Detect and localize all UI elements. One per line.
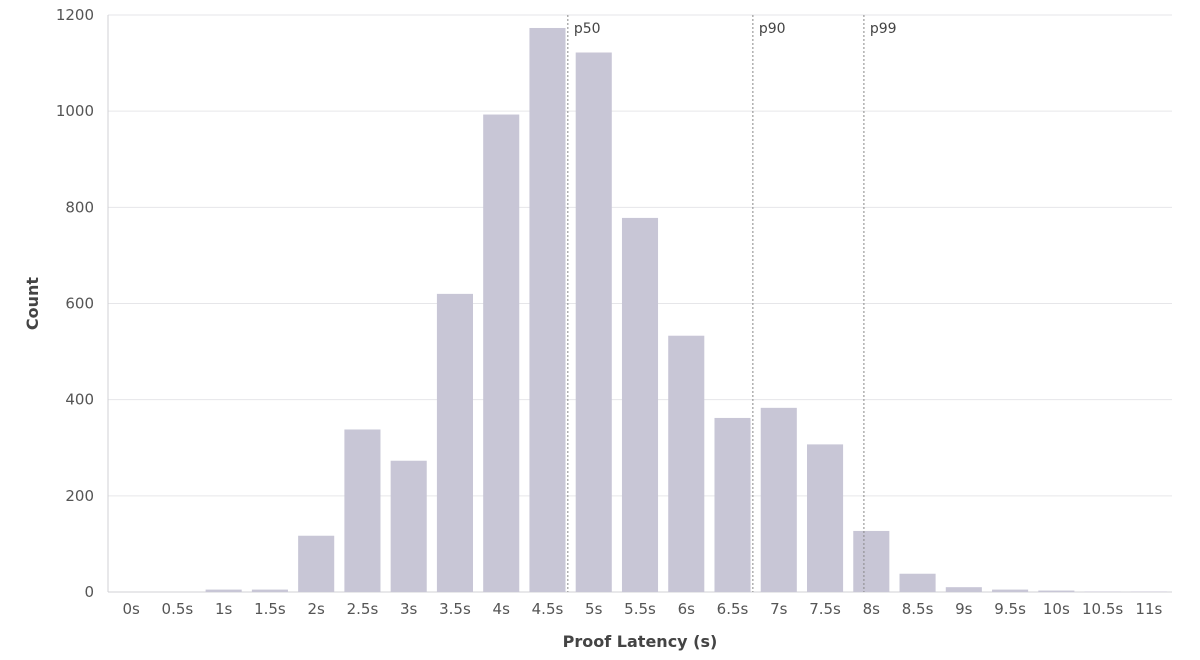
bar bbox=[714, 417, 751, 592]
y-tick-label: 200 bbox=[65, 487, 94, 505]
x-tick-label: 4s bbox=[493, 600, 511, 618]
bar bbox=[760, 407, 797, 592]
bar bbox=[807, 444, 844, 592]
y-tick-label: 800 bbox=[65, 198, 94, 216]
x-tick-label: 5.5s bbox=[624, 600, 656, 618]
bar bbox=[529, 27, 566, 593]
bar bbox=[668, 335, 705, 592]
bar bbox=[251, 589, 288, 592]
bar bbox=[436, 293, 473, 592]
x-tick-label: 7.5s bbox=[809, 600, 841, 618]
percentile-label: p99 bbox=[870, 21, 897, 37]
bar bbox=[945, 587, 982, 592]
percentile-markers: p50 p90 p99 bbox=[567, 15, 897, 592]
x-tick-label: 6.5s bbox=[717, 600, 749, 618]
x-tick-label: 7s bbox=[770, 600, 788, 618]
x-tick-label: 1.5s bbox=[254, 600, 286, 618]
x-tick-label: 9.5s bbox=[994, 600, 1026, 618]
x-tick-label: 11s bbox=[1135, 600, 1162, 618]
bar bbox=[298, 535, 335, 592]
x-tick-label: 4.5s bbox=[532, 600, 564, 618]
x-tick-label: 0.5s bbox=[162, 600, 194, 618]
y-tick-label: 600 bbox=[65, 295, 94, 313]
x-axis-ticks: 0s 0.5s 1s 1.5s 2s 2.5s 3s 3.5s 4s 4.5s 5s 5.5s 6s 6.… bbox=[122, 600, 1162, 618]
x-tick-label: 1s bbox=[215, 600, 233, 618]
x-tick-label: 2s bbox=[307, 600, 325, 618]
bar bbox=[853, 530, 890, 592]
bar bbox=[899, 573, 936, 592]
x-axis-title: Proof Latency (s) bbox=[563, 632, 718, 651]
bar bbox=[621, 217, 659, 592]
x-tick-label: 3.5s bbox=[439, 600, 471, 618]
y-tick-label: 1000 bbox=[56, 102, 94, 120]
y-axis-title: Count bbox=[23, 277, 42, 331]
bars bbox=[205, 27, 1167, 593]
x-tick-label: 0s bbox=[122, 600, 140, 618]
y-tick-label: 0 bbox=[84, 583, 94, 601]
x-tick-label: 2.5s bbox=[347, 600, 379, 618]
x-tick-label: 6s bbox=[678, 600, 696, 618]
x-tick-label: 3s bbox=[400, 600, 418, 618]
bar bbox=[390, 460, 427, 592]
x-tick-label: 5s bbox=[585, 600, 603, 618]
x-tick-label: 8.5s bbox=[902, 600, 934, 618]
bar bbox=[1038, 590, 1075, 592]
y-tick-label: 1200 bbox=[56, 6, 94, 24]
bar bbox=[992, 589, 1029, 592]
bar bbox=[483, 114, 520, 592]
percentile-label: p50 bbox=[574, 21, 601, 37]
x-tick-label: 10s bbox=[1043, 600, 1070, 618]
y-axis-ticks: 0 200 400 600 800 1000 1200 bbox=[56, 6, 94, 601]
percentile-label: p90 bbox=[759, 21, 786, 37]
bar bbox=[575, 52, 612, 592]
x-tick-label: 10.5s bbox=[1082, 600, 1123, 618]
x-tick-label: 8s bbox=[863, 600, 881, 618]
bar bbox=[205, 589, 242, 592]
bar bbox=[344, 429, 381, 592]
y-tick-label: 400 bbox=[65, 391, 94, 409]
x-tick-label: 9s bbox=[955, 600, 973, 618]
